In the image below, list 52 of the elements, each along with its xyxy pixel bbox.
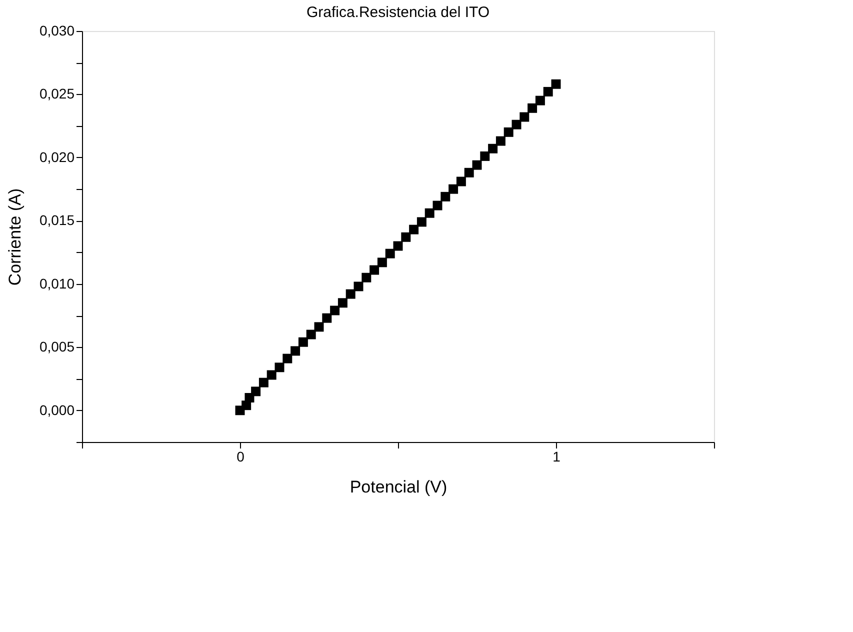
y-tick-label: 0,000	[39, 402, 75, 418]
point	[314, 322, 324, 332]
point	[330, 306, 340, 316]
y-tick-label: 0,005	[39, 338, 75, 355]
point	[409, 224, 419, 234]
point	[535, 96, 545, 106]
point	[306, 330, 316, 340]
x-tick-label: 0	[236, 448, 245, 464]
point	[480, 151, 490, 161]
point	[496, 136, 506, 146]
point	[520, 112, 530, 122]
y-tick-label: 0,020	[39, 148, 75, 165]
point	[424, 208, 434, 218]
point	[440, 192, 450, 202]
x-axis-title: Potencial (V)	[350, 478, 448, 496]
y-tick-label: 0,030	[39, 22, 75, 38]
point	[244, 392, 254, 402]
point	[385, 248, 395, 258]
point	[377, 258, 387, 268]
point	[338, 298, 348, 308]
x-tick-label: 1	[552, 448, 561, 464]
point	[251, 386, 261, 396]
point	[354, 282, 364, 292]
point	[416, 217, 426, 227]
point	[512, 120, 522, 130]
point	[472, 160, 482, 170]
point	[464, 168, 474, 178]
y-tick-label: 0,015	[39, 212, 75, 228]
point	[274, 362, 284, 372]
y-tick-label: 0,010	[39, 275, 75, 292]
point	[432, 200, 442, 210]
point	[401, 232, 411, 242]
point	[282, 354, 292, 364]
point	[448, 184, 458, 194]
point	[488, 144, 498, 154]
point	[362, 272, 372, 282]
y-tick-label: 0,025	[39, 86, 75, 102]
y-axis-title: Corriente (A)	[5, 188, 24, 286]
chart-title: Grafica.Resistencia del ITO	[306, 4, 490, 21]
point	[258, 378, 268, 388]
point	[266, 370, 276, 380]
point	[346, 289, 356, 299]
point	[298, 337, 308, 347]
point	[543, 86, 553, 96]
point	[456, 176, 466, 186]
point	[370, 265, 380, 275]
point	[551, 79, 561, 89]
point	[393, 241, 403, 251]
point	[322, 313, 332, 323]
point	[528, 103, 538, 113]
point	[290, 346, 300, 356]
point	[504, 127, 514, 137]
